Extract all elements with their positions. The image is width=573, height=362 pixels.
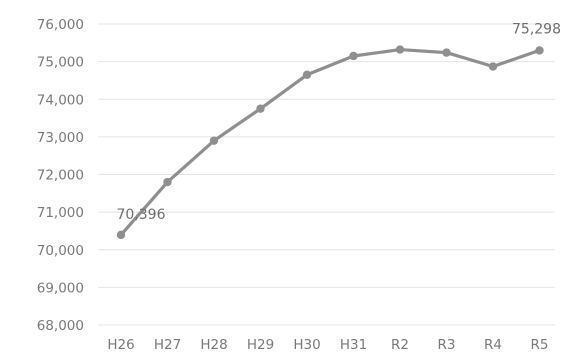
y-tick-label: 72,000	[37, 168, 84, 184]
data-point	[488, 62, 498, 71]
x-tick-label: H27	[154, 337, 181, 353]
x-tick-label: R4	[484, 337, 502, 353]
y-tick-label: 71,000	[37, 205, 84, 221]
y-axis-ticks: 68,000 69,000 70,000 71,000 72,000 73,000 74,0…	[37, 17, 84, 334]
data-label: 75,298	[512, 21, 561, 37]
y-tick-label: 74,000	[37, 92, 84, 108]
data-point	[349, 51, 358, 61]
grid-lines	[98, 23, 555, 326]
x-tick-label: H30	[293, 337, 320, 353]
x-tick-label: R3	[438, 337, 456, 353]
data-point	[209, 136, 219, 145]
data-point	[116, 230, 126, 240]
series-line	[119, 47, 542, 237]
y-tick-label: 76,000	[37, 17, 84, 33]
y-tick-label: 70,000	[37, 243, 84, 259]
x-tick-label: H28	[200, 337, 227, 353]
y-tick-label: 73,000	[37, 130, 84, 146]
y-tick-label: 69,000	[37, 280, 84, 296]
data-point	[302, 70, 312, 79]
y-tick-label: 68,000	[37, 318, 84, 334]
data-point	[535, 46, 544, 55]
x-tick-label: R5	[531, 337, 549, 353]
data-point	[395, 45, 405, 54]
x-tick-label: H31	[340, 337, 367, 353]
y-tick-label: 75,000	[37, 55, 84, 71]
series-layer	[116, 45, 544, 240]
data-labels: 70,396 75,298	[117, 21, 562, 222]
data-label: 70,396	[117, 207, 166, 223]
data-point	[163, 177, 172, 187]
data-point	[256, 104, 265, 113]
x-axis-ticks: H26 H27 H28 H29 H30 H31 R2 R3 R4 R5	[107, 337, 548, 353]
data-point	[442, 48, 451, 57]
x-tick-label: H26	[107, 337, 134, 353]
x-tick-label: R2	[391, 337, 409, 353]
x-tick-label: H29	[247, 337, 274, 353]
